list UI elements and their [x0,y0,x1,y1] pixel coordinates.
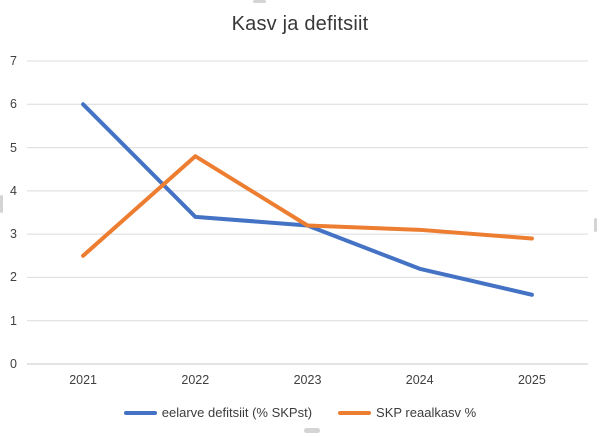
y-tick-label-5: 5 [10,140,17,155]
legend-label-eelarve-defitsiit: eelarve defitsiit (% SKPst) [161,405,313,420]
x-tick-label-2021: 2021 [69,373,97,387]
legend-item-skp-reaalkasv[interactable]: SKP reaalkasv % [338,405,476,420]
series-line-eelarve-defitsiit[interactable] [81,102,534,297]
y-tick-label-0: 0 [10,357,17,371]
selection-handle-right[interactable] [594,218,597,232]
selection-handle-left[interactable] [0,195,3,213]
selection-handle-bottom[interactable] [304,428,320,433]
x-tick-label-2023: 2023 [293,373,322,387]
selection-handle-top[interactable] [253,0,266,3]
series-line-skp-reaalkasv[interactable] [81,154,534,258]
legend-item-eelarve-defitsiit[interactable]: eelarve defitsiit (% SKPst) [123,405,313,420]
y-tick-label-1: 1 [10,313,17,328]
y-tick-label-6: 6 [10,97,17,112]
legend-line-swatch-blue [123,410,157,415]
y-tick-label-7: 7 [10,54,17,68]
legend-line-swatch-orange [338,410,372,415]
legend-label-skp-reaalkasv: SKP reaalkasv % [376,405,477,420]
x-tick-label-2024: 2024 [405,373,434,387]
chart-title: Kasv ja defitsiit [231,13,369,35]
legend: eelarve defitsiit (% SKPst) SKP reaalkas… [0,405,600,420]
y-tick-label-4: 4 [10,183,17,198]
y-tick-label-3: 3 [10,227,17,242]
y-tick-label-2: 2 [10,270,17,285]
x-tick-label-2022: 2022 [181,373,210,387]
x-tick-label-2025: 2025 [517,373,546,387]
